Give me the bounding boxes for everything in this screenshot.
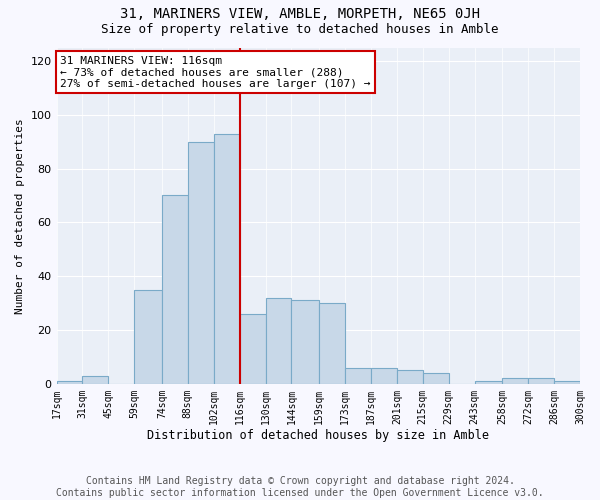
Y-axis label: Number of detached properties: Number of detached properties xyxy=(15,118,25,314)
Bar xyxy=(423,373,449,384)
Bar xyxy=(554,381,580,384)
Bar xyxy=(475,381,502,384)
Bar xyxy=(345,368,371,384)
Bar xyxy=(397,370,423,384)
Bar xyxy=(319,303,345,384)
Bar xyxy=(82,376,109,384)
Bar xyxy=(528,378,554,384)
Bar xyxy=(214,134,239,384)
Bar xyxy=(292,300,319,384)
Text: 31 MARINERS VIEW: 116sqm
← 73% of detached houses are smaller (288)
27% of semi-: 31 MARINERS VIEW: 116sqm ← 73% of detach… xyxy=(60,56,371,89)
Bar xyxy=(188,142,214,384)
Bar xyxy=(134,290,162,384)
Bar xyxy=(502,378,528,384)
Text: 31, MARINERS VIEW, AMBLE, MORPETH, NE65 0JH: 31, MARINERS VIEW, AMBLE, MORPETH, NE65 … xyxy=(120,8,480,22)
X-axis label: Distribution of detached houses by size in Amble: Distribution of detached houses by size … xyxy=(147,430,489,442)
Text: Contains HM Land Registry data © Crown copyright and database right 2024.
Contai: Contains HM Land Registry data © Crown c… xyxy=(56,476,544,498)
Bar xyxy=(56,381,82,384)
Bar xyxy=(266,298,292,384)
Bar xyxy=(239,314,266,384)
Bar xyxy=(162,196,188,384)
Bar xyxy=(371,368,397,384)
Text: Size of property relative to detached houses in Amble: Size of property relative to detached ho… xyxy=(101,22,499,36)
